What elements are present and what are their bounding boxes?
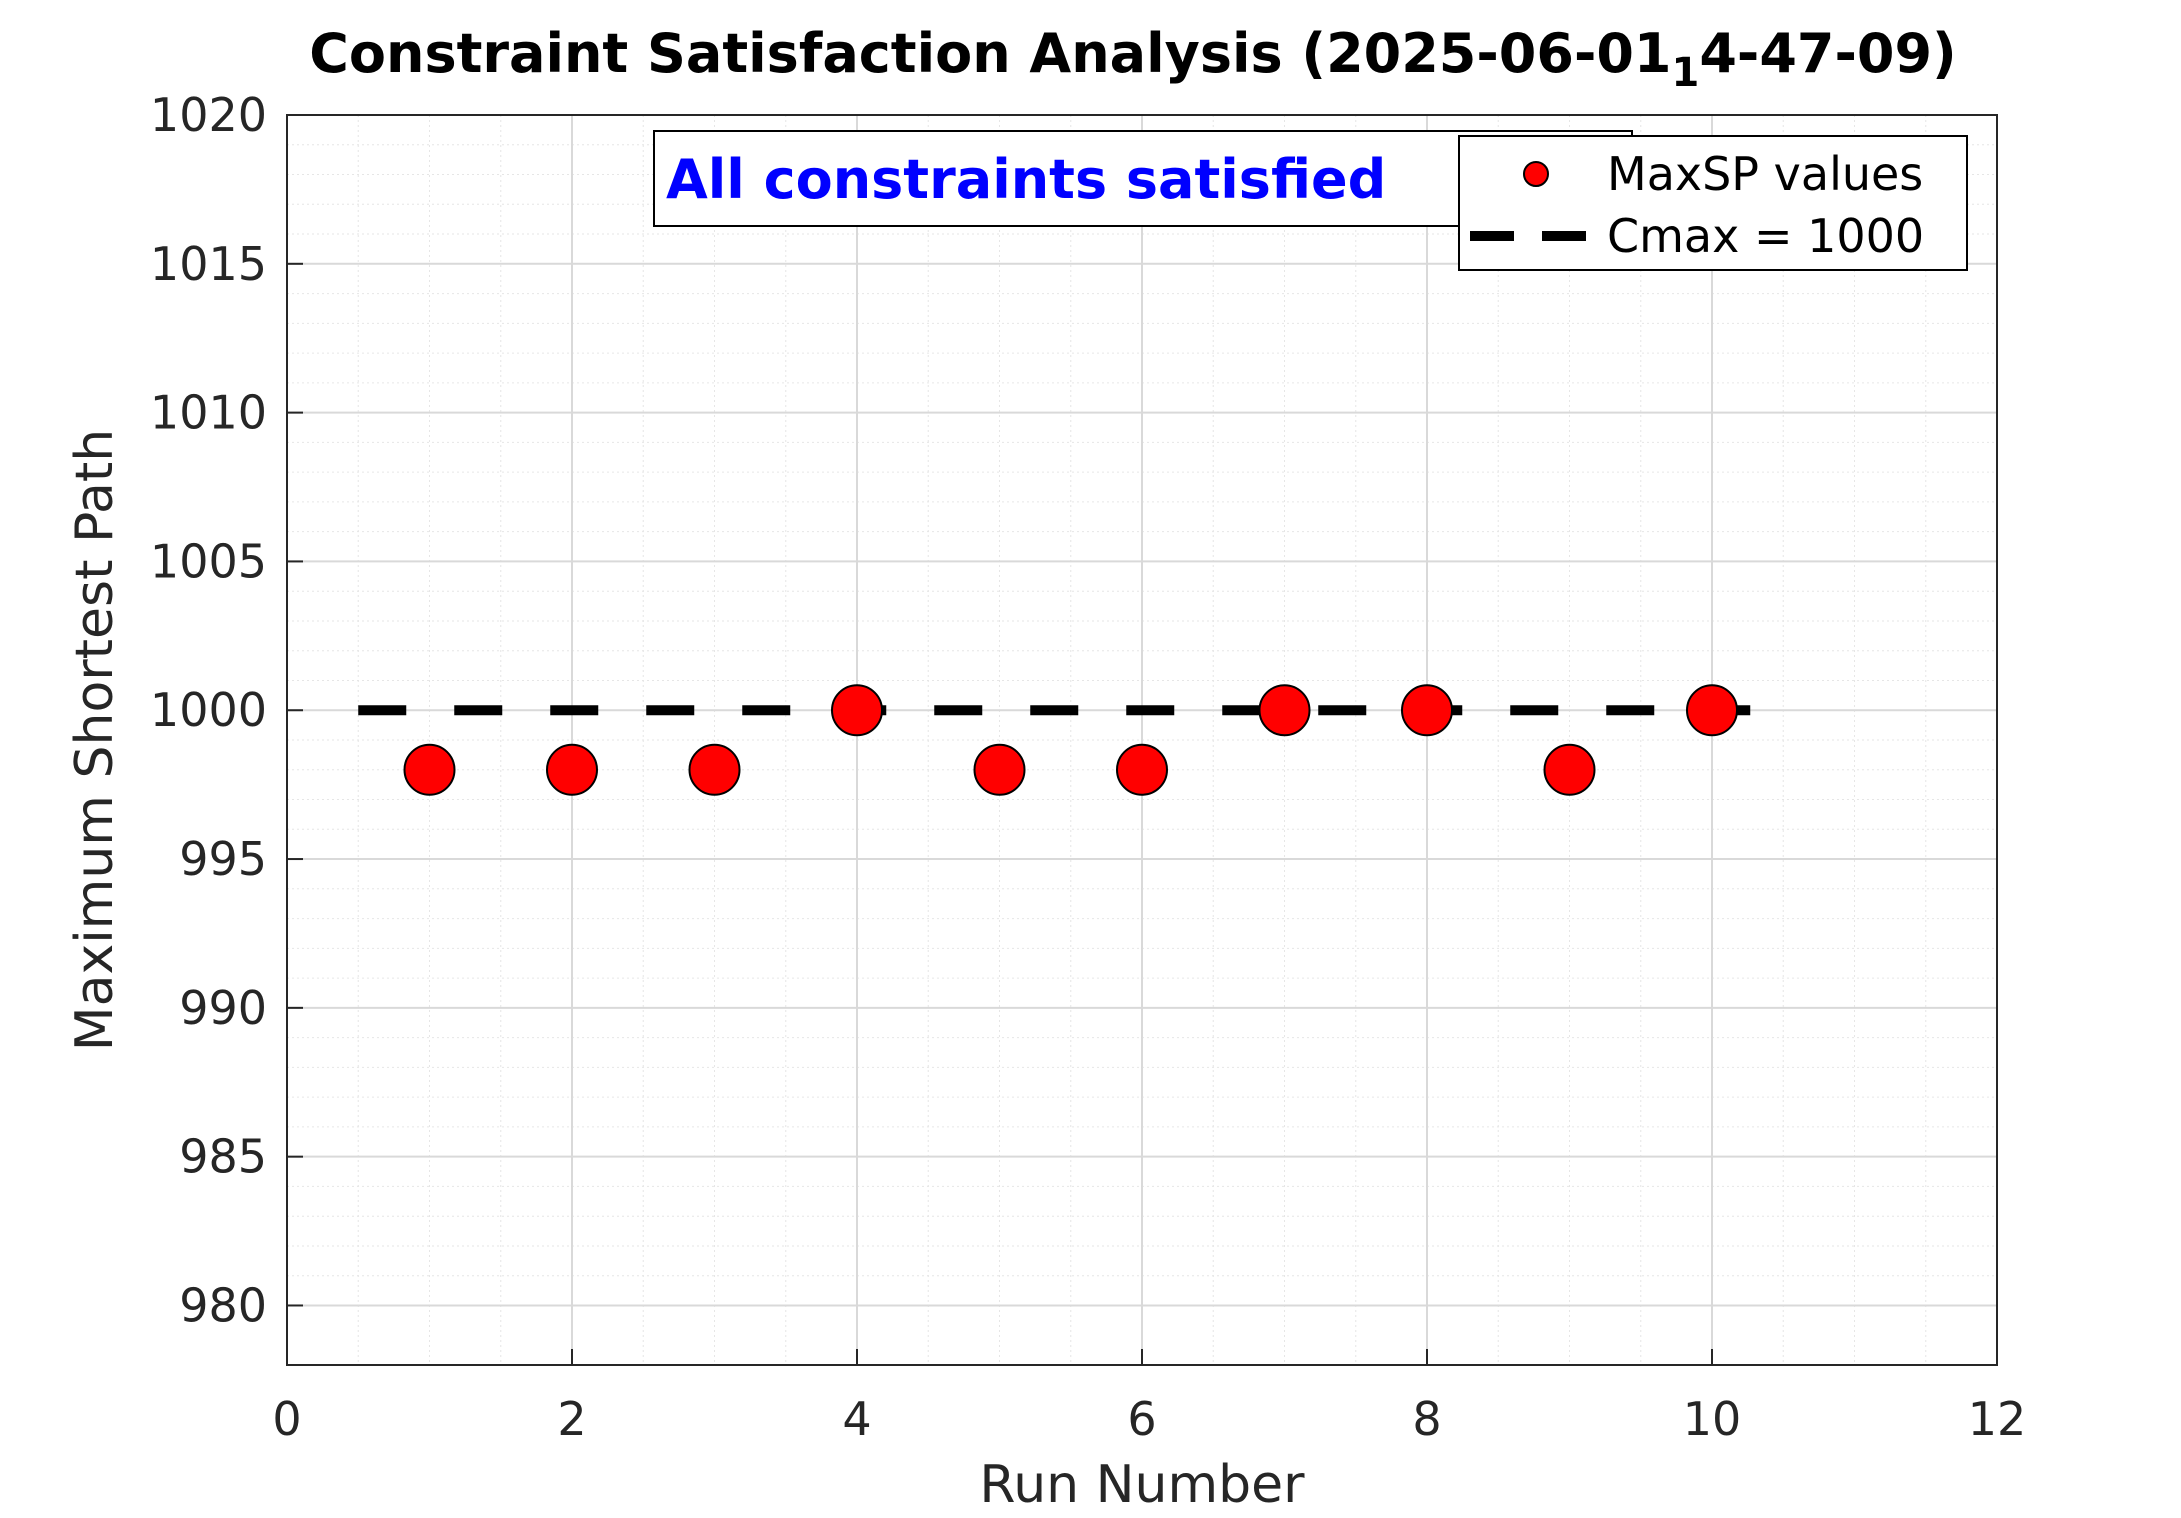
maxsp-point — [688, 743, 741, 796]
x-axis-label: Run Number — [979, 1455, 1305, 1515]
x-tick-label: 8 — [1412, 1392, 1441, 1446]
legend-label-cmax: Cmax = 1000 — [1607, 209, 1924, 263]
legend-frame — [1458, 135, 1968, 271]
x-tick-label: 6 — [1127, 1392, 1156, 1446]
y-tick-label: 1010 — [150, 386, 267, 440]
y-tick-label: 1005 — [150, 534, 267, 588]
legend-marker-maxsp — [1523, 161, 1549, 187]
maxsp-point — [546, 743, 598, 796]
maxsp-point — [973, 743, 1026, 796]
y-tick-label: 1000 — [150, 683, 267, 737]
maxsp-point — [1686, 684, 1738, 737]
maxsp-point — [1543, 743, 1596, 796]
chart-title-suffix: 4-47-09) — [1699, 22, 1956, 85]
maxsp-point — [1258, 684, 1311, 737]
y-tick-label: 1015 — [150, 237, 267, 291]
x-tick-label: 12 — [1968, 1392, 2027, 1446]
y-tick-label: 1020 — [150, 88, 267, 142]
maxsp-point — [831, 684, 883, 737]
chart-title: Constraint Satisfaction Analysis (2025-0… — [309, 22, 1956, 96]
chart-title-subscript: 1 — [1672, 50, 1700, 96]
x-tick-label: 2 — [557, 1392, 586, 1446]
x-tick-label: 4 — [842, 1392, 871, 1446]
y-axis-ticks: 980 985 990 995 1000 1005 1010 1015 1020 — [150, 88, 303, 1332]
y-tick-label: 980 — [179, 1278, 267, 1332]
maxsp-point — [1116, 743, 1168, 796]
legend-label-maxsp: MaxSP values — [1607, 147, 1923, 201]
x-tick-label: 10 — [1683, 1392, 1742, 1446]
annotation-text: All constraints satisfied — [666, 148, 1386, 211]
maxsp-point — [403, 743, 456, 796]
y-tick-label: 985 — [179, 1130, 267, 1184]
legend: MaxSP values Cmax = 1000 — [1458, 135, 1968, 271]
y-tick-label: 990 — [179, 981, 267, 1035]
maxsp-point — [1401, 684, 1453, 737]
y-tick-label: 995 — [179, 832, 267, 886]
y-axis-label: Maximum Shortest Path — [65, 429, 125, 1052]
maxsp-series — [403, 684, 1738, 796]
x-axis-ticks: 0 2 4 6 8 10 12 — [272, 1349, 2026, 1446]
chart-title-main: Constraint Satisfaction Analysis (2025-0… — [309, 22, 1671, 85]
x-tick-label: 0 — [272, 1392, 301, 1446]
